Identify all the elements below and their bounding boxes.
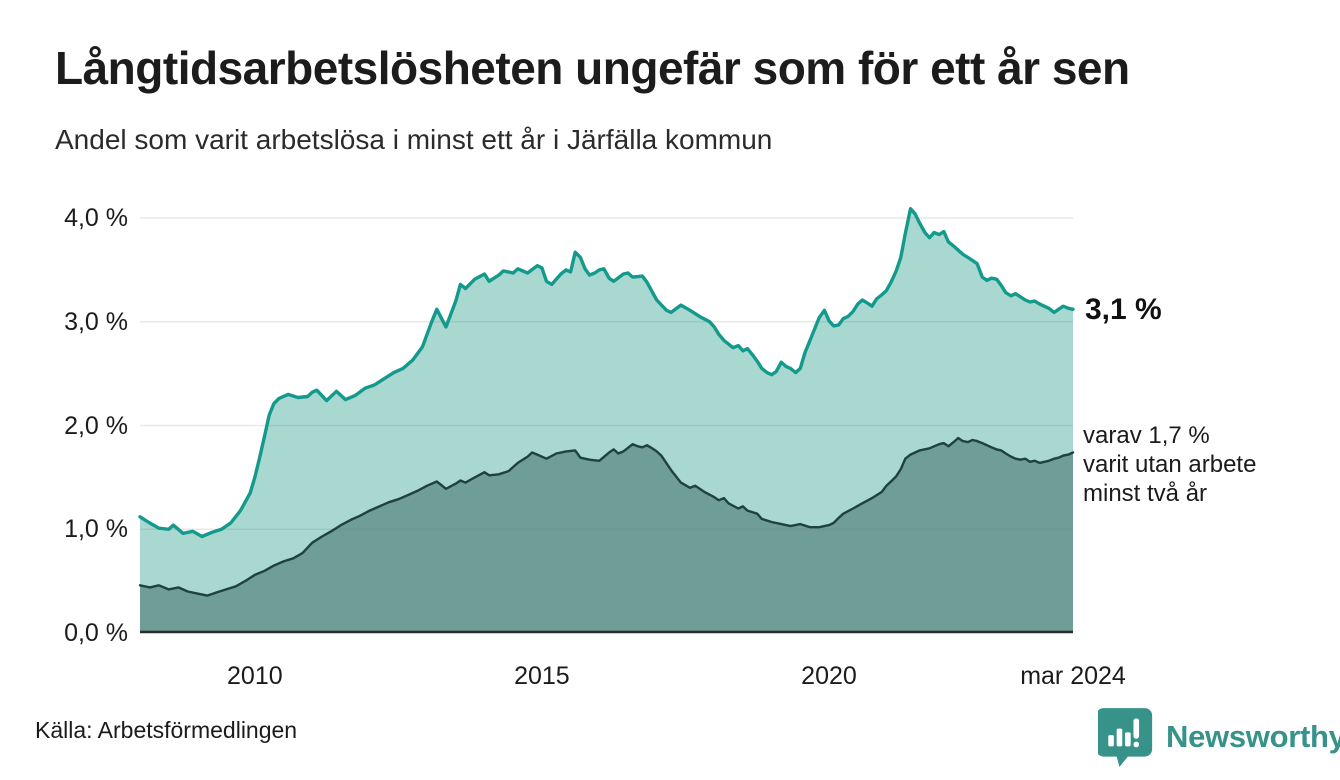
series-two-years-area [140,438,1073,633]
x-tick-label: 2020 [801,662,857,690]
x-tick-label: 2010 [227,662,283,690]
x-tick-label: 2015 [514,662,570,690]
secondary-annotation-line: minst två år [1083,480,1208,507]
y-tick-label: 4,0 % [64,204,128,232]
series-total-line [138,206,1075,539]
page-title: Långtidsarbetslösheten ungefär som för e… [55,42,1130,94]
area-chart [138,206,1075,634]
secondary-annotation-line: varit utan arbete [1083,451,1257,478]
y-tick-label: 0,0 % [64,619,128,647]
chart-subtitle: Andel som varit arbetslösa i minst ett å… [55,124,773,155]
end-value-annotation: 3,1 % [1085,293,1162,326]
y-tick-label: 3,0 % [64,307,128,336]
source-credit: Källa: Arbetsförmedlingen [35,717,298,743]
secondary-annotation: varav 1,7 % varit utan arbete minst två … [1083,421,1256,508]
newsworthy-logo: Newsworthy [1098,706,1340,768]
newsworthy-wordmark: Newsworthy [1166,719,1340,754]
y-tick-label: 2,0 % [64,411,128,440]
newsworthy-bubble-icon [1098,708,1153,767]
x-tick-label: mar 2024 [1020,662,1126,690]
series-two-years-line [138,436,1075,597]
y-tick-label: 1,0 % [64,515,128,544]
secondary-annotation-line: varav 1,7 % [1083,422,1210,449]
